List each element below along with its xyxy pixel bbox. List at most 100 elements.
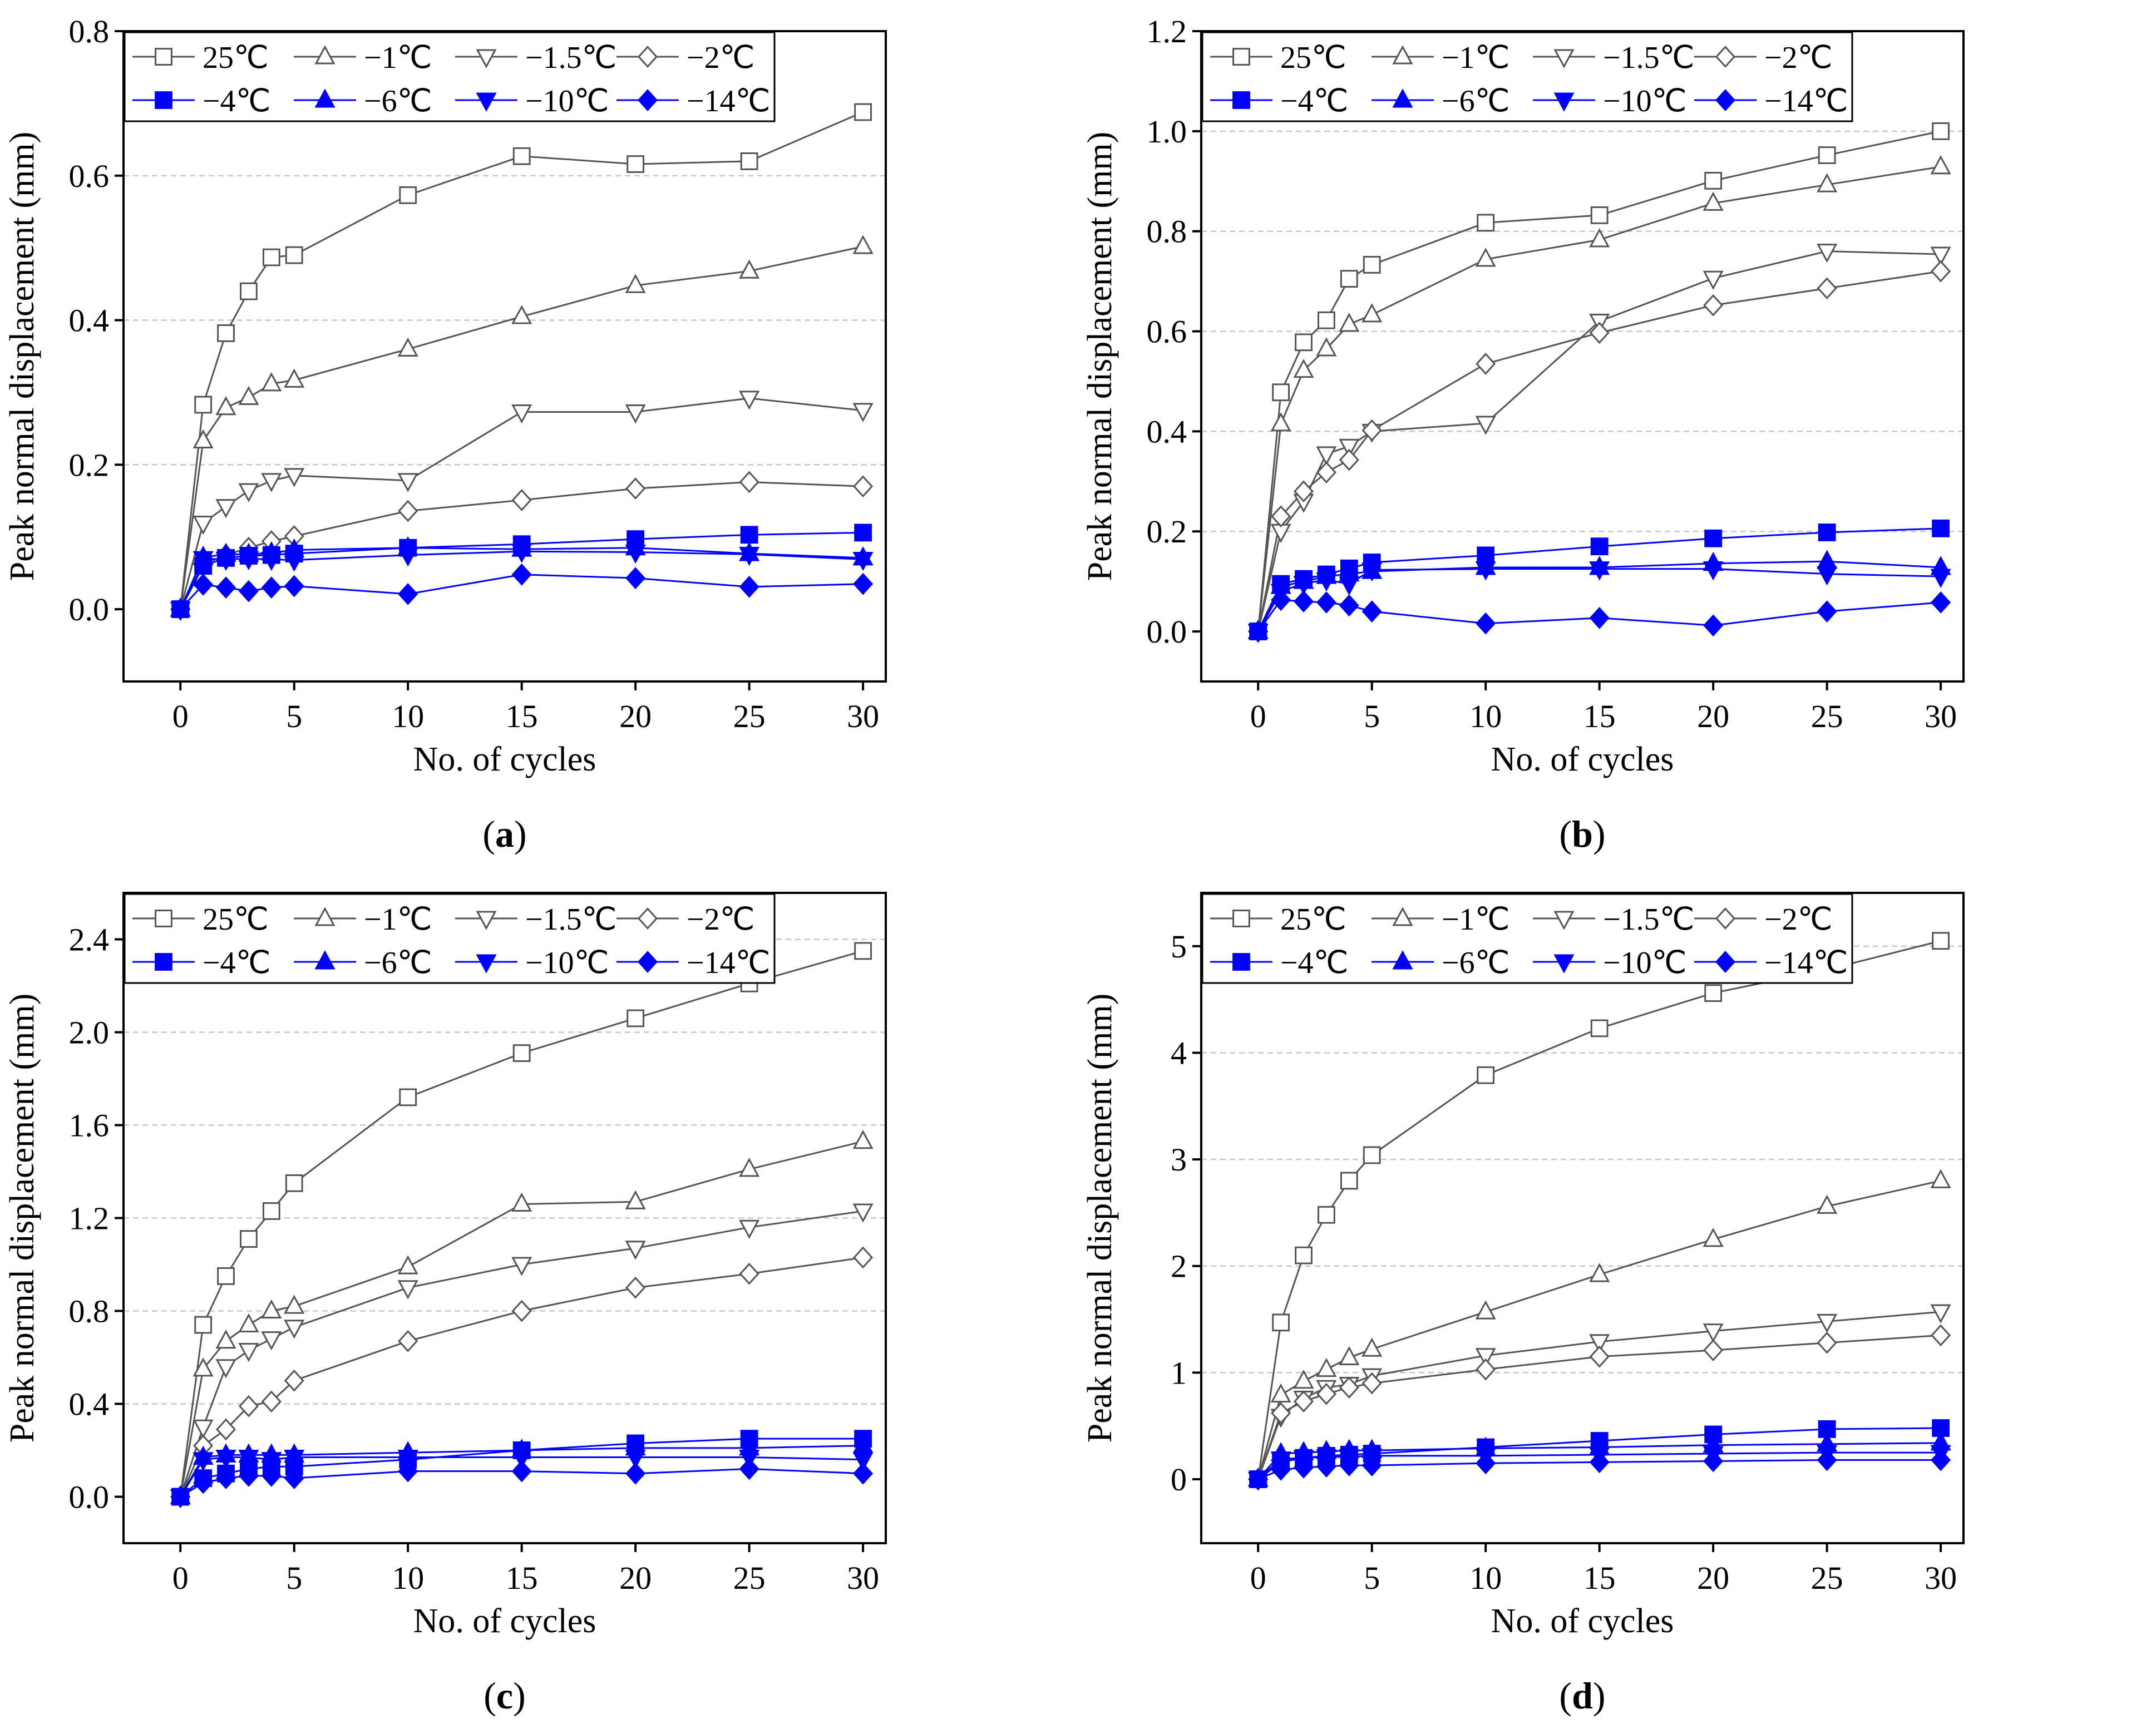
data-point	[1932, 519, 1950, 537]
data-point	[1316, 591, 1336, 614]
data-point	[170, 1485, 191, 1508]
chart-c-series-3-markers	[170, 1246, 874, 1508]
data-point	[1361, 419, 1382, 442]
legend-marker	[314, 45, 336, 65]
data-point	[215, 551, 236, 571]
data-point	[261, 473, 282, 492]
data-point	[1475, 416, 1496, 435]
data-point	[193, 1419, 214, 1439]
data-point	[398, 1460, 418, 1483]
x-tick-label: 10	[392, 698, 424, 734]
data-point	[262, 248, 280, 266]
legend-label: −14℃	[1764, 946, 1848, 980]
x-tick-label: 0	[172, 698, 189, 734]
chart-b-series-6-markers	[1247, 561, 1951, 643]
data-point	[261, 576, 282, 599]
data-point	[216, 1418, 236, 1441]
data-point	[1295, 333, 1313, 352]
data-point	[1590, 1019, 1609, 1038]
chart-c-series-2-markers	[170, 1203, 874, 1509]
data-point	[285, 1174, 303, 1192]
legend-label: −14℃	[687, 84, 770, 118]
legend-marker	[155, 48, 172, 66]
legend-marker	[1392, 45, 1413, 65]
data-point	[284, 552, 305, 572]
data-point	[852, 1129, 874, 1149]
data-point	[1931, 1324, 1951, 1347]
x-tick-label: 20	[1697, 698, 1729, 734]
data-point	[1817, 1194, 1838, 1214]
chart-d-series-7-markers	[1248, 1449, 1951, 1490]
legend-label: −2℃	[687, 902, 754, 937]
chart-d: 0 1 2 3 4 5 0 5 10 15 20 25 30 25℃ −1℃ −1.5℃ −2℃ −4℃ −6℃ −1…	[1081, 892, 1965, 1717]
data-point	[1703, 191, 1724, 211]
legend-label: 25℃	[1280, 902, 1346, 937]
x-tick-label: 20	[619, 698, 652, 734]
x-tick-label: 10	[1469, 698, 1502, 734]
y-tick-label: 0	[1171, 1461, 1187, 1498]
panel-label: (d)	[1559, 1674, 1605, 1717]
x-tick-label: 30	[847, 1560, 879, 1596]
data-point	[284, 1320, 305, 1339]
data-point	[238, 483, 259, 502]
legend-label: −1℃	[364, 902, 432, 937]
legend-marker	[476, 954, 497, 974]
legend-marker	[476, 92, 497, 112]
legend-marker	[637, 907, 658, 930]
y-axis-title: Peak normal displacement (mm)	[3, 132, 41, 581]
data-point	[1931, 1449, 1951, 1471]
data-point	[854, 523, 872, 542]
y-tick-label: 0.4	[69, 1386, 110, 1422]
y-tick-label: 0.8	[1147, 214, 1187, 250]
legend-marker	[637, 89, 658, 111]
x-axis-title: No. of cycles	[413, 740, 596, 778]
data-point	[1703, 614, 1724, 637]
legend-label: −1℃	[1442, 41, 1509, 75]
x-tick-label: 0	[172, 1560, 189, 1596]
chart-b-series-1-markers	[1247, 155, 1951, 639]
legend-marker	[1715, 89, 1736, 111]
legend-label: −10℃	[525, 946, 609, 980]
x-axis-title: No. of cycles	[1491, 740, 1674, 778]
data-point	[1271, 1458, 1291, 1481]
data-point	[238, 580, 259, 602]
data-point	[284, 575, 304, 597]
x-tick-label: 10	[1469, 1560, 1502, 1596]
data-point	[397, 1450, 418, 1469]
y-tick-label: 5	[1171, 928, 1187, 965]
legend-label: −14℃	[687, 946, 770, 980]
legend-box	[1201, 31, 1853, 122]
data-point	[1294, 480, 1314, 503]
chart-d-series-1-markers	[1247, 1169, 1951, 1487]
y-tick-label: 0.0	[1147, 614, 1187, 650]
data-point	[1272, 383, 1290, 402]
y-tick-label: 0.4	[1147, 413, 1187, 449]
legend-marker	[155, 91, 172, 109]
data-point	[625, 1190, 646, 1209]
data-point	[1818, 523, 1836, 541]
data-point	[399, 1088, 417, 1106]
data-point	[1271, 505, 1291, 528]
data-point	[511, 305, 532, 324]
data-point	[284, 368, 305, 388]
legend-label: −1.5℃	[1603, 902, 1694, 937]
data-point	[739, 1262, 759, 1285]
data-point	[285, 246, 303, 264]
data-point	[740, 526, 758, 544]
data-point	[1363, 1146, 1381, 1164]
data-point	[1340, 270, 1358, 288]
legend-marker	[314, 88, 336, 108]
data-point	[626, 155, 645, 173]
data-point	[1703, 1339, 1724, 1361]
data-point	[1475, 1300, 1496, 1320]
legend-label: −6℃	[364, 946, 432, 980]
data-point	[1589, 1345, 1610, 1368]
data-point	[1930, 1304, 1951, 1323]
data-point	[1589, 606, 1610, 629]
data-point	[215, 1359, 236, 1379]
data-point	[261, 1452, 282, 1471]
data-point	[1932, 932, 1950, 950]
data-point	[1248, 1468, 1269, 1490]
y-axis-title: Peak normal displacement (mm)	[1081, 994, 1119, 1443]
data-point	[1316, 337, 1337, 357]
